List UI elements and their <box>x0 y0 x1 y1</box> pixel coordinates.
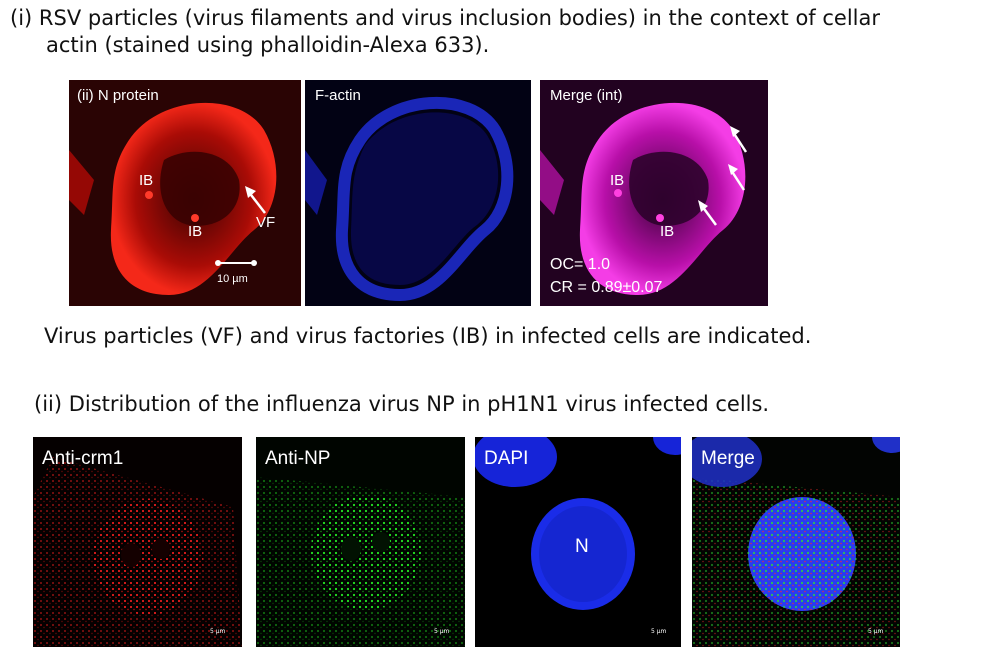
scalebar-ii-3: 5 µm <box>651 628 667 635</box>
f-actin-image <box>305 80 531 306</box>
merge-arrows-icon <box>728 126 748 191</box>
section-i-title-line2: actin (stained using phalloidin-Alexa 63… <box>46 33 490 57</box>
merge-image <box>692 437 900 647</box>
dapi-image <box>475 437 681 647</box>
panel-label-f-actin: F-actin <box>315 87 361 104</box>
scalebar-ii-1: 5 µm <box>210 628 226 635</box>
scalebar-ii-2: 5 µm <box>434 628 450 635</box>
scalebar-10um <box>215 260 257 266</box>
n-protein-image <box>69 80 301 306</box>
section-i-caption: Virus particles (VF) and virus factories… <box>44 324 812 348</box>
panel-anti-crm1: Anti-crm1 5 µm <box>33 437 242 647</box>
panel-merge-int: Merge (int) IB IB OC= 1.0 CR = 0.89±0.07 <box>540 80 768 306</box>
panel-label-dapi: DAPI <box>484 448 529 469</box>
panel-anti-np: Anti-NP 5 µm <box>256 437 465 647</box>
ib-label-2: IB <box>188 223 203 240</box>
panel-merge: Merge 5 µm <box>692 437 900 647</box>
panel-label-merge: Merge <box>701 448 755 469</box>
ib-label-merge-1: IB <box>610 172 625 189</box>
cr-value: CR = 0.89±0.07 <box>550 279 663 296</box>
panel-label-anti-np: Anti-NP <box>265 448 331 469</box>
ib-label-1: IB <box>139 172 154 189</box>
section-ii-title: (ii) Distribution of the influenza virus… <box>34 392 770 416</box>
panel-label-anti-crm1: Anti-crm1 <box>42 448 124 469</box>
panel-dapi: DAPI N 5 µm <box>475 437 681 647</box>
vf-arrow-icon <box>245 186 266 214</box>
nucleus-label: N <box>575 536 589 557</box>
oc-value: OC= 1.0 <box>550 256 611 273</box>
panel-label-n-protein: (ii) N protein <box>77 87 159 104</box>
panel-f-actin: F-actin <box>305 80 531 306</box>
scalebar-label: 10 µm <box>217 273 248 285</box>
anti-np-image <box>256 437 465 647</box>
scalebar-ii-4: 5 µm <box>868 628 884 635</box>
panel-n-protein: (ii) N protein IB IB VF 10 µm <box>69 80 301 306</box>
vf-label: VF <box>256 214 276 231</box>
merge-arrow-icon <box>698 200 718 226</box>
merge-int-image <box>540 80 768 306</box>
panel-label-merge-int: Merge (int) <box>550 87 623 104</box>
anti-crm1-image <box>33 437 242 647</box>
section-i-title: (i) RSV particles (virus filaments and v… <box>10 6 881 30</box>
ib-label-merge-2: IB <box>660 223 675 240</box>
